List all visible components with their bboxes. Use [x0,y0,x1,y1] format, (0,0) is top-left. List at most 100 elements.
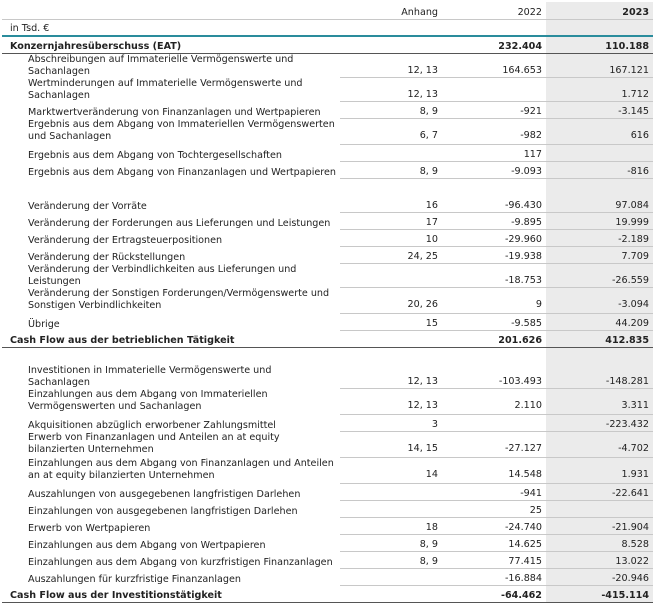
row: Einzahlungen aus dem Abgang von Immateri… [2,388,653,415]
value-2023: 616 [546,118,653,145]
cell [442,19,546,37]
note-ref: 3 [340,414,442,432]
value-2022: 25 [442,500,546,518]
value-2023: -3.094 [546,287,653,314]
value-2023: 7.709 [546,246,653,264]
row: Marktwertveränderung von Finanzanlagen u… [2,101,653,119]
value-2022: -941 [442,483,546,501]
row: Einzahlungen aus dem Abgang von Finanzan… [2,457,653,484]
note-ref: 8, 9 [340,551,442,569]
note-ref [340,483,442,501]
row-label: Veränderung der Ertragsteuerpositionen [28,234,223,246]
row-label: Einzahlungen aus dem Abgang von Wertpapi… [28,539,266,551]
value-2023: -816 [546,161,653,179]
value-2023: -3.145 [546,101,653,119]
note-ref [340,263,442,288]
cell [340,179,442,196]
note-ref [340,330,442,348]
row: Einzahlungen von ausgegebenen langfristi… [2,500,653,518]
value-2023: 13.022 [546,551,653,569]
value-2023: -223.432 [546,414,653,432]
cell [442,348,546,365]
value-2023 [546,144,653,162]
value-2023: 97.084 [546,195,653,213]
cell [546,19,653,37]
note-ref: 14 [340,457,442,484]
row-label: Akquisitionen abzüglich erworbener Zahlu… [28,419,276,431]
value-2022: -16.884 [442,568,546,586]
note-ref: 16 [340,195,442,213]
value-2023: -148.281 [546,364,653,389]
value-2023 [546,500,653,518]
row: Einzahlungen aus dem Abgang von kurzfris… [2,551,653,569]
row: Akquisitionen abzüglich erworbener Zahlu… [2,414,653,432]
value-2022: -96.430 [442,195,546,213]
note-ref: 24, 25 [340,246,442,264]
row: Erwerb von Wertpapieren 18 -24.740 -21.904 [2,517,653,535]
cell [546,347,653,365]
value-2022: -103.493 [442,364,546,389]
row: Erwerb von Finanzanlagen und Anteilen an… [2,431,653,458]
total-row: Konzernjahresüberschuss (EAT) 232.404 110.… [2,36,653,54]
row-label: Veränderung der Forderungen aus Lieferun… [28,217,331,229]
value-2022 [442,414,546,432]
note-ref: 12, 13 [340,77,442,102]
value-2022: -24.740 [442,517,546,535]
row-label: Übrige [28,318,60,330]
value-2023: -20.946 [546,568,653,586]
value-2023: -21.904 [546,517,653,535]
value-2022: -9.895 [442,212,546,230]
note-ref: 20, 26 [340,287,442,314]
note-ref: 18 [340,517,442,535]
value-2023: -2.189 [546,229,653,247]
value-2022 [442,77,546,102]
row-label: Ergebnis aus dem Abgang von Finanzanlage… [28,166,336,178]
row: Abschreibungen auf Immaterielle Vermögen… [2,53,653,78]
note-ref: 8, 9 [340,161,442,179]
row: Auszahlungen von ausgegebenen langfristi… [2,483,653,501]
row-label: Einzahlungen aus dem Abgang von Finanzan… [28,457,334,481]
row: Investitionen in Immaterielle Vermögensw… [2,364,653,389]
row-label: Cash Flow aus der betrieblichen Tätigkei… [2,330,340,348]
row-label: Auszahlungen für kurzfristige Finanzanla… [28,573,241,585]
row-label: Ergebnis aus dem Abgang von Immaterielle… [28,118,335,142]
value-2022: -19.938 [442,246,546,264]
value-2022: 117 [442,144,546,162]
row-label: Abschreibungen auf Immaterielle Vermögen… [28,53,294,77]
value-2022: -18.753 [442,263,546,288]
value-2022: 2.110 [442,388,546,415]
note-ref [340,568,442,586]
row-label: Erwerb von Wertpapieren [28,522,151,534]
value-2022: 232.404 [442,36,546,54]
note-ref [340,36,442,54]
value-2023: 412.835 [546,330,653,348]
row: Ergebnis aus dem Abgang von Finanzanlage… [2,161,653,179]
row-label: Wertminderungen auf Immaterielle Vermöge… [28,77,303,101]
note-ref: 8, 9 [340,534,442,552]
row-label: Marktwertveränderung von Finanzanlagen u… [28,106,321,118]
note-ref: 15 [340,313,442,331]
row-label: Einzahlungen von ausgegebenen langfristi… [28,505,298,517]
value-2022: -982 [442,118,546,145]
value-2022: -921 [442,101,546,119]
note-ref: 12, 13 [340,388,442,415]
spacer-row [2,178,653,196]
note-ref: 17 [340,212,442,230]
row: Übrige 15 -9.585 44.209 [2,313,653,331]
row: Veränderung der Verbindlichkeiten aus Li… [2,263,653,288]
row: Veränderung der Vorräte 16 -96.430 97.084 [2,195,653,213]
value-2022: -9.585 [442,313,546,331]
total-row: Cash Flow aus der Investitionstätigkeit -… [2,585,653,603]
note-ref: 12, 13 [340,53,442,78]
cell [340,19,442,37]
header-year: 2022 [442,2,546,20]
row-label: Konzernjahresüberschuss (EAT) [2,36,340,54]
cell [442,179,546,196]
row-label: Veränderung der Vorräte [28,200,147,212]
value-2022: -9.093 [442,161,546,179]
row: Veränderung der Sonstigen Forderungen/Ve… [2,287,653,314]
header-row: Anhang 2022 2023 [2,2,653,20]
cell [546,178,653,196]
value-2022: 14.548 [442,457,546,484]
